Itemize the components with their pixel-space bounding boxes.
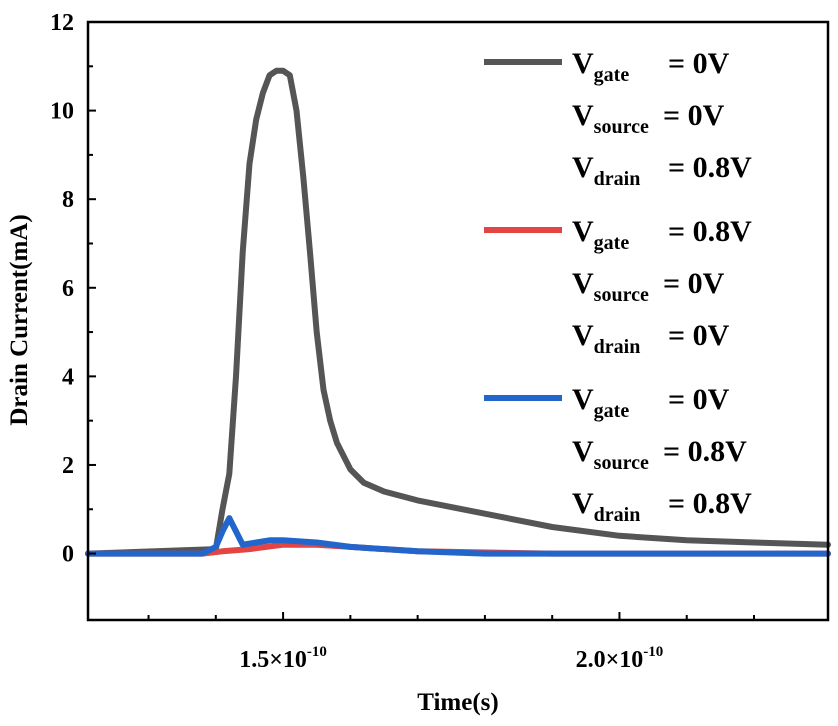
y-tick-label: 0 [62, 542, 74, 568]
y-tick-label: 2 [62, 453, 74, 479]
y-tick-label: 8 [62, 187, 74, 213]
legend-entry: Vsource [572, 267, 649, 306]
legend-value: = 0.8V [668, 487, 752, 520]
y-tick-label: 10 [50, 99, 74, 125]
legend-value: = 0.8V [663, 435, 747, 468]
plot-frame [86, 20, 830, 622]
y-tick-label: 12 [50, 10, 74, 36]
legend-entry: Vdrain [572, 487, 640, 526]
legend-entry: Vsource [572, 99, 649, 138]
legend-value: = 0V [663, 267, 725, 300]
legend-entry: Vsource [572, 435, 649, 474]
legend-entry: Vgate [572, 215, 629, 254]
legend-value: = 0.8V [668, 151, 752, 184]
legend-value: = 0V [663, 99, 725, 132]
legend-entry: Vgate [572, 47, 629, 86]
legend-value: = 0V [668, 319, 730, 352]
legend-value: = 0V [668, 47, 730, 80]
y-axis-title: Drain Current(mA) [6, 214, 33, 425]
series-line-blue [85, 515, 831, 557]
legend-entry: Vdrain [572, 319, 640, 358]
legend-entry: Vdrain [572, 151, 640, 190]
x-axis-title: Time(s) [417, 689, 498, 716]
legend-value: = 0.8V [668, 215, 752, 248]
legend-entry: Vgate [572, 383, 629, 422]
x-tick-label: 1.5×10-10 [239, 644, 327, 673]
x-tick-label: 2.0×10-10 [576, 644, 664, 673]
y-tick-label: 4 [62, 364, 74, 390]
legend-value: = 0V [668, 383, 730, 416]
series-line-gray [85, 67, 831, 557]
y-tick-label: 6 [62, 276, 74, 302]
